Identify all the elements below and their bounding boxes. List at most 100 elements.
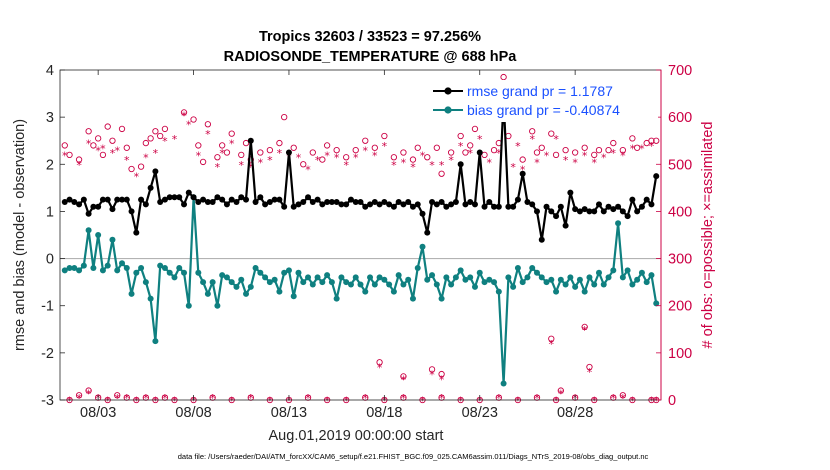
rmse-point bbox=[576, 208, 583, 215]
obs-possible-point bbox=[362, 137, 369, 144]
y-tick-label-left: 3 bbox=[46, 110, 54, 126]
obs-possible-point bbox=[634, 144, 641, 151]
rmse-point bbox=[510, 203, 517, 210]
rmse-point bbox=[538, 236, 545, 243]
bias-point bbox=[243, 290, 250, 297]
bias-point bbox=[510, 283, 517, 290]
obs-assimilated-point: * bbox=[410, 161, 416, 174]
obs-assimilated-point: * bbox=[210, 392, 216, 405]
bias-point bbox=[362, 288, 369, 295]
obs-assimilated-point: * bbox=[477, 133, 483, 146]
obs-assimilated-point: * bbox=[258, 156, 264, 169]
obs-possible-point bbox=[266, 146, 274, 154]
bias-point bbox=[161, 265, 168, 271]
bias-point bbox=[333, 295, 340, 302]
rmse-point bbox=[548, 208, 555, 215]
rmse-point bbox=[457, 161, 464, 168]
obs-possible-point bbox=[180, 109, 188, 116]
rmse-point bbox=[171, 194, 178, 201]
obs-assimilated-point: * bbox=[591, 395, 597, 408]
obs-assimilated-point: * bbox=[563, 154, 569, 167]
bias-point bbox=[295, 269, 302, 276]
bias-point bbox=[99, 267, 106, 274]
y-tick-label-left: 4 bbox=[46, 63, 54, 79]
bias-point bbox=[448, 281, 455, 288]
rmse-point bbox=[333, 199, 340, 205]
bias-point bbox=[181, 269, 188, 276]
bias-point bbox=[629, 281, 636, 288]
obs-assimilated-point: * bbox=[458, 395, 464, 408]
rmse-point bbox=[591, 208, 598, 215]
obs-possible-point bbox=[104, 123, 111, 130]
y-tick-label-left: 0 bbox=[46, 252, 54, 268]
bias-point bbox=[309, 281, 316, 288]
obs-assimilated-point: * bbox=[553, 133, 559, 146]
rmse-point bbox=[433, 201, 440, 208]
obs-assimilated-point: * bbox=[134, 395, 140, 408]
obs-assimilated-point: * bbox=[286, 395, 292, 408]
obs-assimilated-point: * bbox=[277, 147, 283, 160]
rmse-point bbox=[209, 199, 216, 205]
bias-point bbox=[653, 300, 660, 307]
obs-assimilated-point: * bbox=[377, 362, 383, 375]
bias-point bbox=[133, 269, 140, 276]
bias-point bbox=[467, 274, 474, 281]
bias-point bbox=[266, 279, 273, 286]
bias-point bbox=[343, 279, 350, 286]
obs-assimilated-point: * bbox=[67, 395, 73, 408]
bias-point bbox=[204, 290, 211, 297]
obs-possible-point bbox=[75, 156, 83, 163]
obs-assimilated-point: * bbox=[363, 392, 369, 405]
bias-point bbox=[176, 265, 183, 271]
bias-point bbox=[452, 274, 459, 281]
bias-point bbox=[476, 269, 483, 276]
bias-point bbox=[76, 267, 83, 274]
rmse-point bbox=[352, 199, 359, 205]
bias-point bbox=[157, 262, 164, 269]
bias-point bbox=[305, 274, 312, 281]
rmse-point bbox=[524, 199, 531, 205]
rmse-point bbox=[204, 199, 211, 205]
bias-point bbox=[634, 276, 641, 283]
rmse-point bbox=[90, 203, 97, 210]
obs-possible-point bbox=[147, 135, 154, 142]
obs-assimilated-point: * bbox=[191, 395, 197, 408]
obs-assimilated-point: * bbox=[401, 373, 407, 386]
rmse-point bbox=[195, 199, 202, 205]
obs-assimilated-point: * bbox=[105, 395, 111, 408]
rmse-point bbox=[643, 196, 650, 203]
obs-possible-point bbox=[595, 146, 603, 154]
rmse-point bbox=[424, 229, 431, 236]
bias-point bbox=[429, 272, 436, 279]
obs-possible-point bbox=[190, 116, 197, 123]
obs-assimilated-point: * bbox=[611, 392, 617, 405]
obs-possible-point bbox=[438, 170, 445, 177]
bias-point bbox=[409, 295, 416, 302]
obs-possible-point bbox=[467, 142, 474, 149]
y-tick-label-left: 1 bbox=[46, 204, 54, 220]
rmse-point bbox=[395, 199, 402, 205]
y-tick-label-left: -3 bbox=[41, 393, 54, 409]
bias-point bbox=[619, 274, 626, 281]
rmse-point bbox=[219, 196, 226, 203]
bias-point bbox=[424, 276, 431, 283]
rmse-point bbox=[295, 201, 302, 208]
bias-point bbox=[548, 276, 555, 283]
bias-point bbox=[638, 269, 645, 276]
bias-point bbox=[71, 265, 78, 271]
rmse-point bbox=[405, 199, 412, 205]
bias-point bbox=[66, 265, 73, 271]
bias-point bbox=[610, 267, 617, 274]
y-axis-label-right: # of obs: o=possible; ×=assimilated bbox=[700, 122, 716, 349]
obs-possible-point bbox=[214, 154, 221, 161]
obs-assimilated-point: * bbox=[529, 133, 535, 146]
obs-assimilated-point: * bbox=[124, 392, 130, 405]
bias-point bbox=[605, 274, 612, 281]
obs-assimilated-point: * bbox=[591, 156, 597, 169]
obs-possible-point bbox=[629, 135, 636, 142]
obs-assimilated-point: * bbox=[448, 154, 454, 167]
bias-point bbox=[367, 274, 374, 281]
bias-point bbox=[314, 274, 321, 281]
rmse-point bbox=[152, 168, 159, 175]
bias-point bbox=[581, 288, 588, 295]
